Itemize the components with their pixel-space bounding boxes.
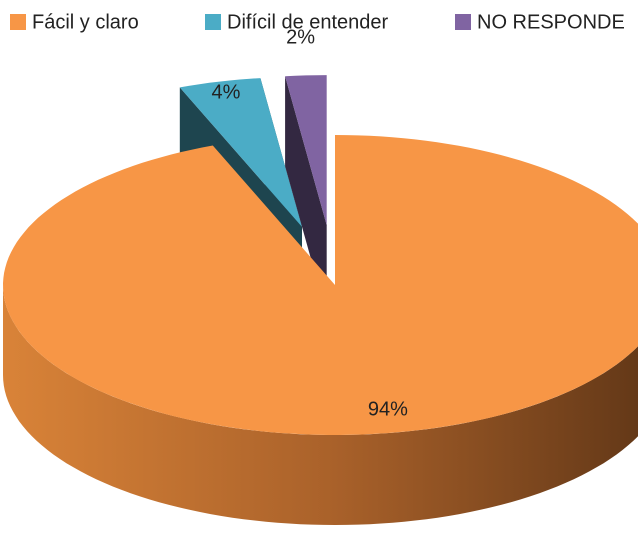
legend-swatch [455,14,471,30]
data-label: 4% [212,82,241,104]
legend-label: NO RESPONDE [477,11,625,33]
slice [285,75,327,226]
legend-label: Fácil y claro [32,11,139,33]
slice-wall [3,285,638,525]
data-label: 2% [286,26,315,48]
slice [179,78,302,227]
legend-swatch [205,14,221,30]
slice-side [285,76,327,316]
legend-label: Difícil de entender [227,11,389,33]
slice [3,135,638,435]
data-label: 94% [368,399,408,421]
legend-swatch [10,14,26,30]
